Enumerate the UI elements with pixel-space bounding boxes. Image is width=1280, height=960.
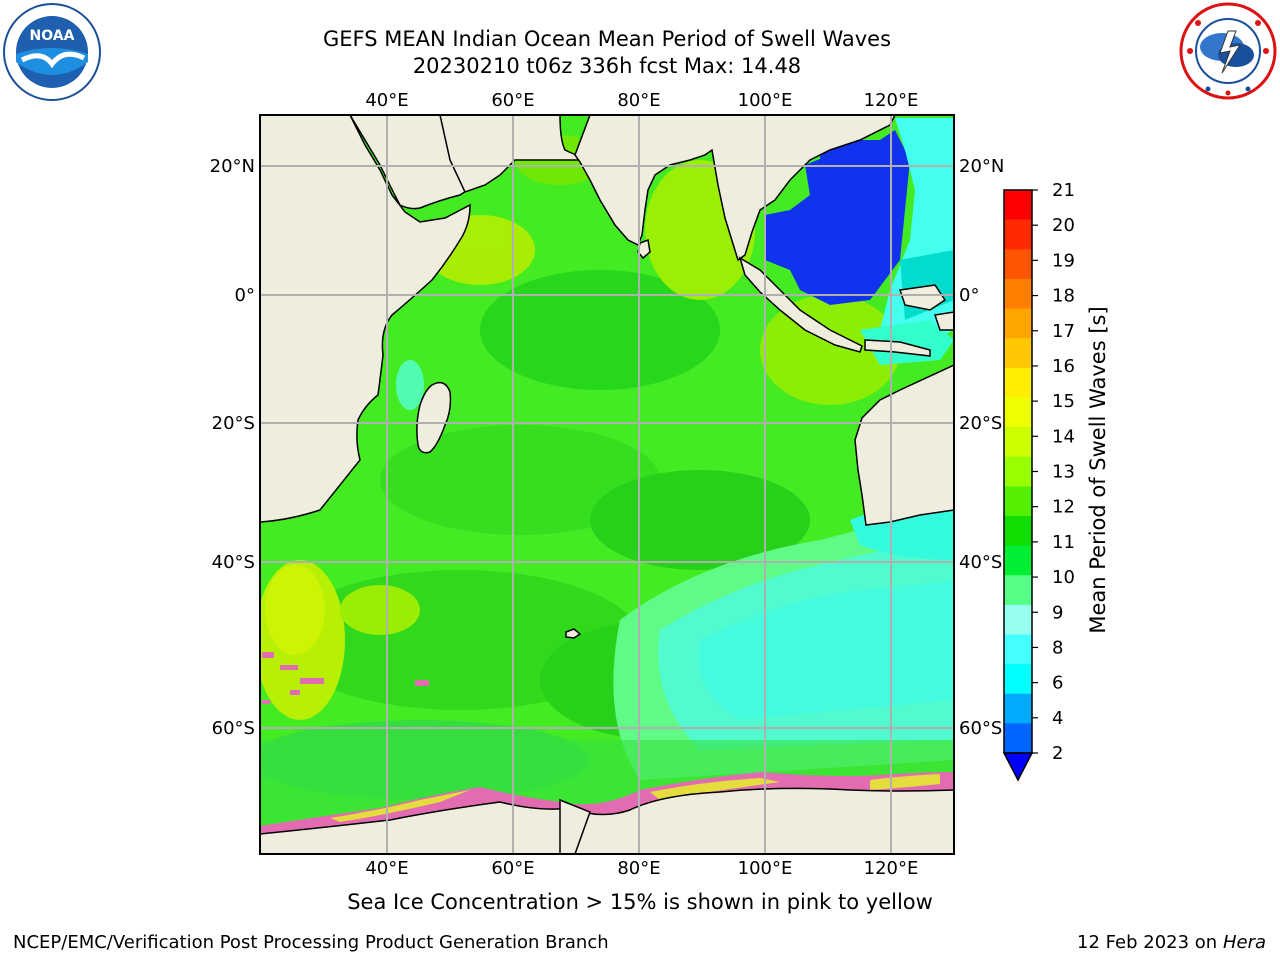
- lon-label-top-60e: 60°E: [491, 90, 534, 111]
- colorbar-tick-label: 14: [1052, 426, 1075, 447]
- colorbar-tick-label: 2: [1052, 743, 1063, 764]
- lon-label-bottom-80e: 80°E: [617, 858, 660, 879]
- noaa-logo: NOAA: [3, 3, 101, 101]
- lat-label-right-20s: 20°S: [959, 413, 1002, 434]
- colorbar-segment: [1004, 664, 1032, 695]
- lat-label-right-60s: 60°S: [959, 718, 1002, 739]
- footer-credit: NCEP/EMC/Verification Post Processing Pr…: [13, 932, 609, 953]
- colorbar-segment: [1004, 723, 1032, 754]
- lat-label-left-0: 0°: [235, 285, 255, 306]
- footer-date-text: 12 Feb 2023 on: [1077, 932, 1218, 953]
- lon-label-bottom-60e: 60°E: [491, 858, 534, 879]
- colorbar-tick-label: 8: [1052, 637, 1063, 658]
- colorbar-tick-label: 21: [1052, 180, 1075, 201]
- colorbar-segment: [1004, 427, 1032, 458]
- land: [260, 115, 954, 854]
- map-subtitle: 20230210 t06z 336h fcst Max: 14.48: [412, 54, 802, 78]
- colorbar-segment: [1004, 486, 1032, 517]
- colorbar-tick-label: 11: [1052, 532, 1075, 553]
- graticule: [260, 115, 954, 854]
- lat-label-right-40s: 40°S: [959, 552, 1002, 573]
- lon-label-bottom-40e: 40°E: [365, 858, 408, 879]
- colorbar-tick-label: 17: [1052, 321, 1075, 342]
- colorbar-segment: [1004, 604, 1032, 635]
- lon-label-bottom-100e: 100°E: [738, 858, 793, 879]
- colorbar-title: Mean Period of Swell Waves [s]: [1086, 306, 1110, 634]
- colorbar-tick-label: 18: [1052, 286, 1075, 307]
- colorbar-tick-label: 6: [1052, 673, 1063, 694]
- colorbar-segment: [1004, 634, 1032, 665]
- colorbar-segment: [1004, 219, 1032, 250]
- lon-label-top-120e: 120°E: [864, 90, 919, 111]
- colorbar-tick-label: 15: [1052, 391, 1075, 412]
- colorbar-segment: [1004, 249, 1032, 280]
- colorbar-tick-label: 13: [1052, 462, 1075, 483]
- colorbar-tick-label: 19: [1052, 250, 1075, 271]
- lon-label-bottom-120e: 120°E: [864, 858, 919, 879]
- sea-ice-note: Sea Ice Concentration > 15% is shown in …: [347, 890, 933, 914]
- colorbar-segment: [1004, 397, 1032, 428]
- colorbar-tick-label: 20: [1052, 215, 1075, 236]
- swell-period-field: [260, 135, 954, 854]
- lat-label-right-0: 0°: [959, 285, 979, 306]
- lon-label-top-40e: 40°E: [365, 90, 408, 111]
- map-title: GEFS MEAN Indian Ocean Mean Period of Sw…: [322, 27, 892, 51]
- colorbar-tick-label: 4: [1052, 708, 1063, 729]
- lat-label-left-60s: 60°S: [212, 718, 255, 739]
- colorbar-segment: [1004, 545, 1032, 576]
- lat-label-left-20s: 20°S: [212, 413, 255, 434]
- lat-label-right-20n: 20°N: [959, 156, 1004, 177]
- colorbar-tick-label: 10: [1052, 567, 1075, 588]
- colorbar-tick-label: 16: [1052, 356, 1075, 377]
- colorbar-segment: [1004, 308, 1032, 339]
- colorbar-ticks: 21 20 19 18 17 16 15 14 13 12 11 10 9 8 6 4 2: [1032, 180, 1075, 764]
- svg-text:NOAA: NOAA: [30, 28, 75, 44]
- lat-label-left-20n: 20°N: [210, 156, 255, 177]
- lon-label-top-100e: 100°E: [738, 90, 793, 111]
- lat-label-left-40s: 40°S: [212, 552, 255, 573]
- colorbar-tick-label: 12: [1052, 497, 1075, 518]
- colorbar: [1002, 189, 1034, 782]
- nws-logo: [1179, 2, 1277, 100]
- footer-date: 12 Feb 2023 on Hera: [1077, 932, 1266, 953]
- colorbar-segment: [1004, 515, 1032, 547]
- colorbar-segment: [1004, 190, 1032, 221]
- colorbar-segment: [1004, 367, 1032, 398]
- colorbar-segment: [1004, 575, 1032, 606]
- colorbar-extend-arrow: [1002, 752, 1034, 782]
- colorbar-tick-label: 9: [1052, 602, 1063, 623]
- colorbar-segment: [1004, 693, 1032, 724]
- map-frame: [259, 114, 955, 855]
- footer-host: Hera: [1222, 932, 1266, 953]
- lon-label-top-80e: 80°E: [617, 90, 660, 111]
- colorbar-segment: [1004, 338, 1032, 369]
- colorbar-segment: [1004, 456, 1032, 487]
- colorbar-segment: [1004, 278, 1032, 310]
- map-area: [260, 115, 954, 854]
